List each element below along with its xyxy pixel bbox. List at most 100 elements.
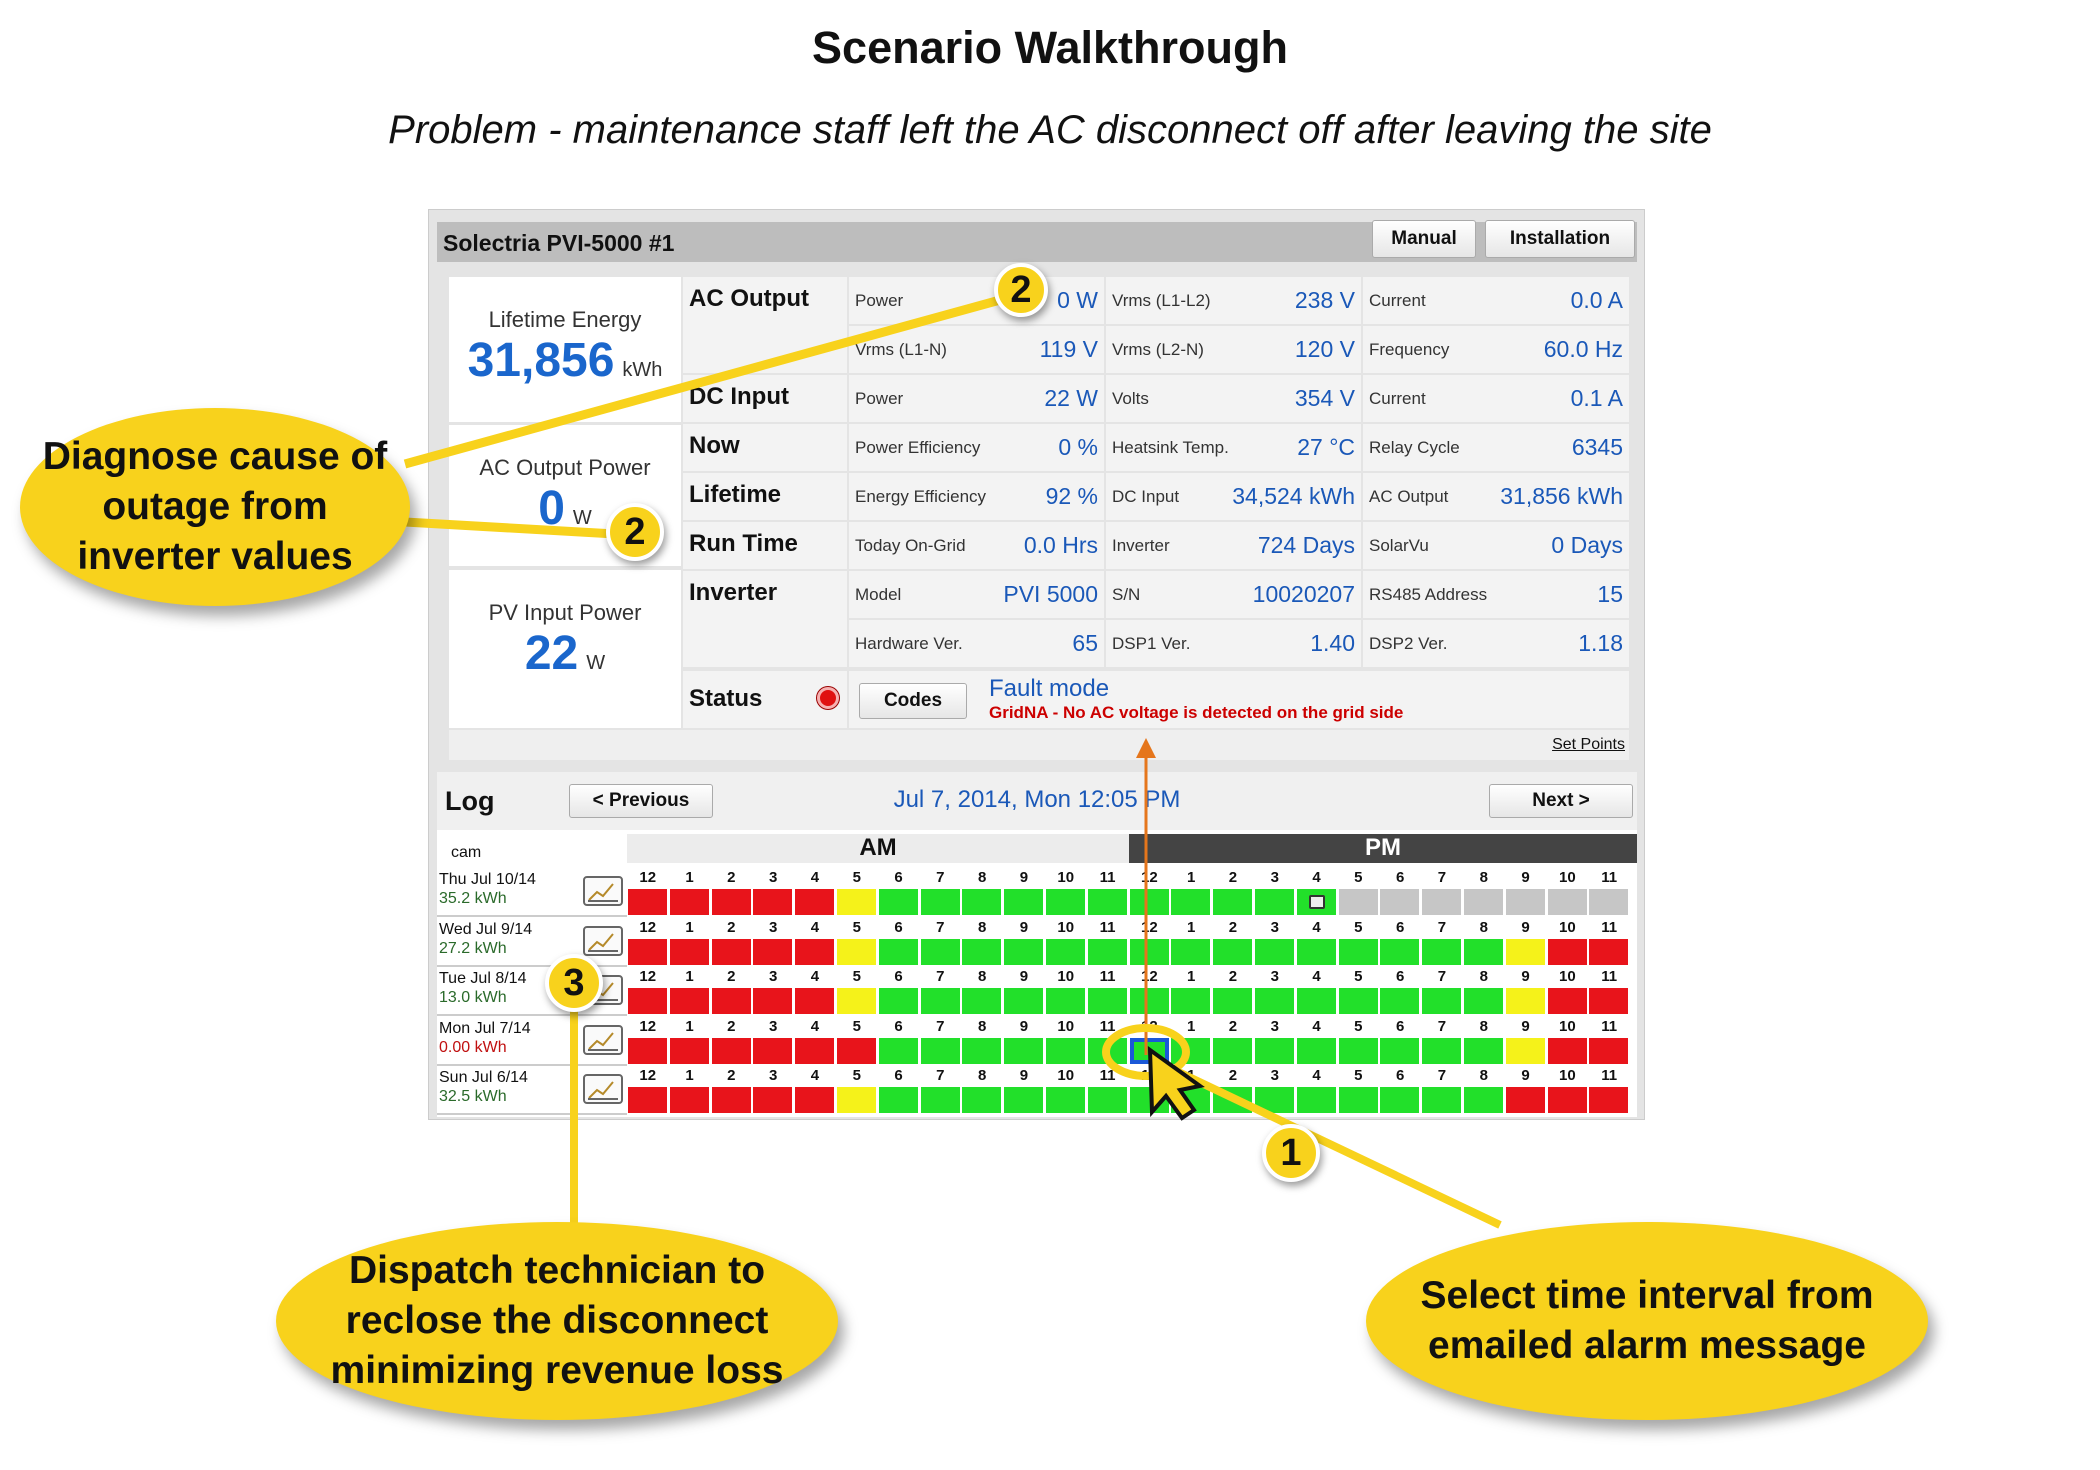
hour-cell[interactable] bbox=[1338, 1087, 1378, 1113]
hour-cell[interactable] bbox=[1505, 988, 1545, 1014]
hour-cell[interactable] bbox=[962, 938, 1002, 965]
next-button[interactable]: Next > bbox=[1489, 784, 1633, 818]
hour-cell[interactable] bbox=[753, 1037, 793, 1064]
hour-cell[interactable] bbox=[1087, 938, 1127, 965]
hour-cell[interactable] bbox=[628, 889, 667, 915]
hour-cell[interactable] bbox=[669, 1087, 709, 1113]
hour-cell[interactable] bbox=[711, 1087, 751, 1113]
hour-cell[interactable] bbox=[920, 1037, 960, 1064]
hour-cell[interactable] bbox=[1046, 938, 1085, 965]
hour-cell[interactable] bbox=[1547, 1087, 1587, 1113]
hour-cell[interactable] bbox=[628, 1087, 667, 1113]
hour-cell[interactable] bbox=[1296, 988, 1336, 1014]
hour-cell[interactable] bbox=[878, 1037, 918, 1064]
hour-cell[interactable] bbox=[1129, 988, 1169, 1014]
hour-cell[interactable] bbox=[1255, 988, 1294, 1014]
hour-cell[interactable] bbox=[1171, 938, 1211, 965]
hour-cell[interactable] bbox=[669, 889, 709, 915]
hour-cell[interactable] bbox=[669, 1037, 709, 1064]
hour-cell[interactable] bbox=[1338, 1037, 1378, 1064]
hour-cell[interactable] bbox=[1213, 938, 1253, 965]
hour-cell[interactable] bbox=[711, 938, 751, 965]
hour-cell[interactable] bbox=[669, 988, 709, 1014]
hour-cell[interactable] bbox=[962, 1087, 1002, 1113]
hour-cell[interactable] bbox=[1505, 1087, 1545, 1113]
hour-cell[interactable] bbox=[1547, 938, 1587, 965]
manual-button[interactable]: Manual bbox=[1372, 220, 1476, 258]
hour-cell[interactable] bbox=[1464, 1037, 1503, 1064]
hour-cell[interactable] bbox=[837, 889, 876, 915]
hour-cell[interactable] bbox=[1087, 889, 1127, 915]
hour-cell[interactable] bbox=[1087, 1087, 1127, 1113]
hour-cell[interactable] bbox=[1380, 889, 1420, 915]
hour-cell[interactable] bbox=[1296, 1087, 1336, 1113]
hour-cell[interactable] bbox=[628, 988, 667, 1014]
hour-cell[interactable] bbox=[669, 938, 709, 965]
hour-cell[interactable] bbox=[1380, 938, 1420, 965]
hour-cell[interactable] bbox=[1505, 1037, 1545, 1064]
hour-cell[interactable] bbox=[1004, 1037, 1044, 1064]
hour-cell[interactable] bbox=[1589, 1087, 1629, 1113]
hour-cell[interactable] bbox=[628, 938, 667, 965]
hour-cell[interactable] bbox=[795, 889, 835, 915]
hour-cell[interactable] bbox=[1004, 938, 1044, 965]
hour-cell[interactable] bbox=[711, 988, 751, 1014]
hour-cell[interactable] bbox=[1129, 889, 1169, 915]
hour-cell[interactable] bbox=[1129, 938, 1169, 965]
hour-cell[interactable] bbox=[1004, 1087, 1044, 1113]
hour-cell[interactable] bbox=[1464, 988, 1503, 1014]
hour-cell[interactable] bbox=[753, 889, 793, 915]
hour-cell[interactable] bbox=[1547, 988, 1587, 1014]
hour-cell[interactable] bbox=[1589, 938, 1629, 965]
hour-cell[interactable] bbox=[1171, 988, 1211, 1014]
hour-cell[interactable] bbox=[1464, 1087, 1503, 1113]
hour-cell[interactable] bbox=[1422, 938, 1462, 965]
hour-cell[interactable] bbox=[753, 1087, 793, 1113]
hour-cell[interactable] bbox=[1046, 988, 1085, 1014]
hour-cell[interactable] bbox=[1338, 988, 1378, 1014]
hour-cell[interactable] bbox=[1338, 889, 1378, 915]
hour-cell[interactable] bbox=[1046, 889, 1085, 915]
hour-cell[interactable] bbox=[1004, 988, 1044, 1014]
hour-cell[interactable] bbox=[1380, 1087, 1420, 1113]
hour-cell[interactable] bbox=[837, 1087, 876, 1113]
installation-button[interactable]: Installation bbox=[1485, 220, 1635, 258]
hour-cell[interactable] bbox=[1505, 889, 1545, 915]
hour-cell[interactable] bbox=[962, 1037, 1002, 1064]
hour-cell[interactable] bbox=[1589, 889, 1629, 915]
hour-cell[interactable] bbox=[1422, 1087, 1462, 1113]
hour-cell[interactable] bbox=[753, 938, 793, 965]
hour-cell[interactable] bbox=[795, 1087, 835, 1113]
hour-cell[interactable] bbox=[1004, 889, 1044, 915]
hour-cell[interactable] bbox=[962, 889, 1002, 915]
chart-icon[interactable] bbox=[583, 1074, 623, 1104]
hour-cell[interactable] bbox=[837, 988, 876, 1014]
chart-icon[interactable] bbox=[583, 1024, 623, 1055]
hour-cell[interactable] bbox=[1046, 1037, 1085, 1064]
hour-cell[interactable] bbox=[1422, 1037, 1462, 1064]
hour-cell[interactable] bbox=[711, 1037, 751, 1064]
hour-cell[interactable] bbox=[1087, 988, 1127, 1014]
hour-cell[interactable] bbox=[795, 1037, 835, 1064]
hour-cell[interactable] bbox=[1505, 938, 1545, 965]
hour-cell[interactable] bbox=[1380, 1037, 1420, 1064]
hour-cell[interactable] bbox=[628, 1037, 667, 1064]
hour-cell[interactable] bbox=[1589, 1037, 1629, 1064]
hour-cell[interactable] bbox=[920, 889, 960, 915]
previous-button[interactable]: < Previous bbox=[569, 784, 713, 818]
hour-cell[interactable] bbox=[1464, 889, 1503, 915]
hour-cell[interactable] bbox=[1464, 938, 1503, 965]
hour-cell[interactable] bbox=[878, 988, 918, 1014]
hour-cell[interactable] bbox=[711, 889, 751, 915]
hour-cell[interactable] bbox=[920, 988, 960, 1014]
hour-cell[interactable] bbox=[753, 988, 793, 1014]
hour-cell[interactable] bbox=[1589, 988, 1629, 1014]
hour-cell[interactable] bbox=[1380, 988, 1420, 1014]
hour-cell[interactable] bbox=[1213, 1037, 1253, 1064]
hour-cell[interactable] bbox=[1213, 988, 1253, 1014]
codes-button[interactable]: Codes bbox=[859, 683, 967, 719]
hour-cell[interactable] bbox=[837, 938, 876, 965]
hour-cell[interactable] bbox=[1547, 1037, 1587, 1064]
hour-cell[interactable] bbox=[1046, 1087, 1085, 1113]
hour-cell[interactable] bbox=[795, 938, 835, 965]
